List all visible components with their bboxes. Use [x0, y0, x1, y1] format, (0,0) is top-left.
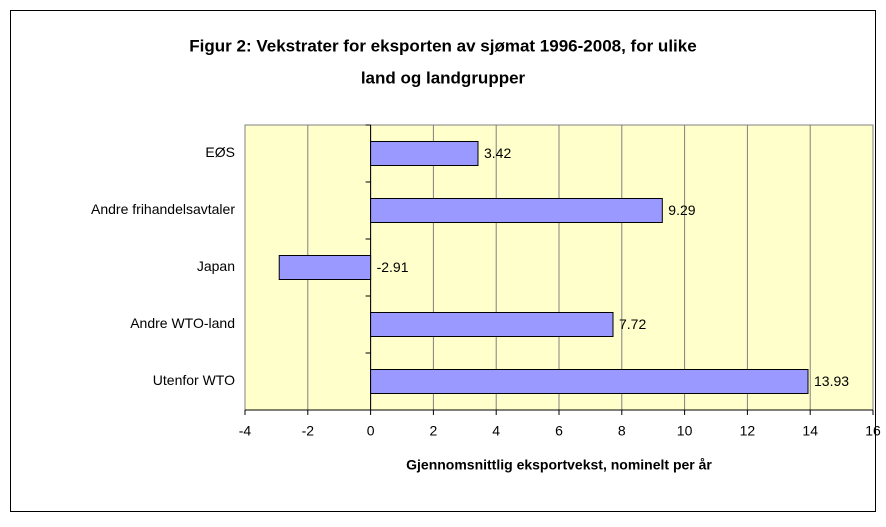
- y-tick-label: Andre frihandelsavtaler: [91, 201, 235, 217]
- x-tick-label: 4: [492, 423, 500, 439]
- y-tick-label: EØS: [205, 144, 235, 160]
- data-label: 9.29: [668, 202, 695, 218]
- x-tick-label: 0: [367, 423, 375, 439]
- data-label: 13.93: [814, 373, 849, 389]
- bar: [370, 141, 479, 166]
- data-label: 7.72: [619, 316, 646, 332]
- x-tick-label: 6: [555, 423, 563, 439]
- x-tick-label: 10: [677, 423, 693, 439]
- data-label: -2.91: [377, 259, 409, 275]
- data-label: 3.42: [484, 145, 511, 161]
- chart-title: Figur 2: Vekstrater for eksporten av sjø…: [189, 36, 696, 55]
- bar: [370, 198, 663, 223]
- y-tick-label: Utenfor WTO: [153, 372, 235, 388]
- y-tick-label: Andre WTO-land: [130, 315, 235, 331]
- bar: [370, 312, 614, 337]
- bar: [370, 369, 809, 394]
- x-tick-label: 2: [430, 423, 438, 439]
- x-tick-label: 12: [740, 423, 756, 439]
- x-tick-label: 16: [865, 423, 881, 439]
- x-tick-label: -2: [302, 423, 315, 439]
- y-tick-label: Japan: [197, 258, 235, 274]
- bar: [278, 255, 372, 280]
- x-tick-label: 8: [618, 423, 626, 439]
- x-tick-label: -4: [239, 423, 252, 439]
- x-axis-title: Gjennomsnittlig eksportvekst, nominelt p…: [406, 457, 712, 473]
- chart-title: land og landgrupper: [361, 68, 526, 87]
- x-tick-label: 14: [802, 423, 818, 439]
